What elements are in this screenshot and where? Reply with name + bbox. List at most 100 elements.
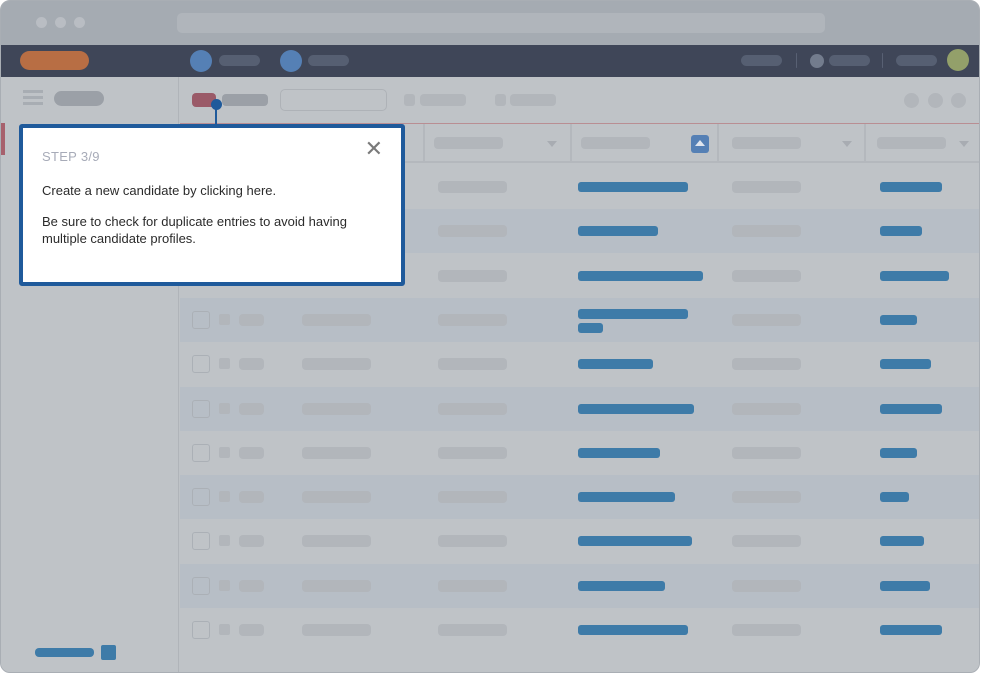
nav-icon[interactable]	[190, 50, 212, 72]
search-input[interactable]	[280, 89, 387, 111]
sidebar-footer-link[interactable]	[35, 648, 94, 657]
cell-link[interactable]	[578, 182, 688, 192]
nav-item[interactable]	[219, 55, 260, 66]
row-checkbox[interactable]	[192, 488, 210, 507]
create-candidate-button[interactable]	[192, 93, 216, 107]
nav-item[interactable]	[829, 55, 870, 66]
cell-link[interactable]	[880, 625, 942, 635]
cell-placeholder	[239, 579, 264, 592]
tooltip-step: STEP 3/9	[42, 149, 100, 164]
contact-icon[interactable]	[101, 645, 116, 660]
cell-placeholder	[239, 446, 264, 459]
cell-link[interactable]	[880, 492, 909, 503]
tooltip-connector	[215, 107, 217, 125]
filter-icon[interactable]	[495, 94, 506, 106]
table-row[interactable]	[180, 430, 979, 475]
row-checkbox[interactable]	[192, 532, 210, 551]
column-header[interactable]	[877, 137, 946, 149]
cell-link[interactable]	[578, 359, 653, 370]
active-indicator	[1, 123, 5, 155]
row-checkbox[interactable]	[192, 621, 210, 639]
cell-link[interactable]	[578, 536, 692, 547]
cell-link[interactable]	[880, 226, 922, 237]
table-row[interactable]	[180, 563, 979, 608]
nav-icon[interactable]	[280, 50, 302, 72]
cell-link[interactable]	[880, 182, 942, 192]
sort-ascending-icon[interactable]	[691, 135, 709, 153]
cell-link[interactable]	[578, 322, 603, 333]
table-row[interactable]	[180, 386, 979, 431]
action-icon[interactable]	[904, 93, 919, 108]
table-row[interactable]	[180, 608, 979, 652]
tooltip-anchor-dot	[211, 99, 222, 110]
sort-caret-icon[interactable]	[547, 141, 557, 147]
window-close-dot[interactable]	[36, 17, 47, 28]
filter-icon[interactable]	[404, 94, 415, 106]
filter-dropdown[interactable]	[510, 94, 556, 106]
cell-link[interactable]	[880, 536, 924, 547]
filter-dropdown[interactable]	[420, 94, 466, 106]
cell-placeholder	[438, 579, 507, 592]
row-checkbox[interactable]	[192, 576, 210, 595]
row-icon	[219, 535, 230, 547]
create-label	[222, 94, 268, 106]
close-icon[interactable]: ✕	[364, 136, 383, 161]
cell-link[interactable]	[578, 492, 675, 503]
divider	[882, 53, 883, 68]
cell-link[interactable]	[880, 270, 949, 281]
nav-item[interactable]	[896, 55, 937, 66]
cell-link[interactable]	[880, 447, 917, 458]
brand-logo[interactable]	[20, 51, 89, 70]
cell-link[interactable]	[880, 403, 942, 414]
table-row[interactable]	[180, 519, 979, 564]
table-row[interactable]	[180, 342, 979, 387]
row-checkbox[interactable]	[192, 399, 210, 418]
table-header	[180, 123, 979, 163]
row-checkbox[interactable]	[192, 443, 210, 462]
window-minimize-dot[interactable]	[55, 17, 66, 28]
nav-item[interactable]	[308, 55, 349, 66]
avatar[interactable]	[947, 49, 969, 71]
menu-icon[interactable]	[23, 90, 43, 105]
row-icon	[219, 402, 230, 414]
cell-placeholder	[438, 225, 507, 238]
cell-placeholder	[239, 358, 264, 371]
window-maximize-dot[interactable]	[74, 17, 85, 28]
cell-link[interactable]	[578, 226, 658, 237]
tooltip-line: Be sure to check for duplicate entries t…	[42, 214, 347, 246]
cell-placeholder	[732, 535, 801, 548]
table-row[interactable]	[180, 297, 979, 342]
row-checkbox[interactable]	[192, 310, 210, 329]
tooltip-line: Create a new candidate by clicking here.	[42, 183, 277, 198]
sort-caret-icon[interactable]	[842, 141, 852, 147]
column-header[interactable]	[434, 137, 503, 149]
cell-link[interactable]	[578, 580, 665, 591]
cell-link[interactable]	[880, 580, 930, 591]
table-row[interactable]	[180, 475, 979, 520]
column-divider	[864, 124, 866, 162]
nav-item[interactable]	[741, 55, 782, 66]
address-bar[interactable]	[177, 13, 825, 33]
column-header[interactable]	[581, 137, 650, 149]
cell-placeholder	[239, 402, 264, 415]
cell-placeholder	[438, 446, 507, 459]
cell-placeholder	[239, 624, 264, 636]
cell-placeholder	[438, 624, 507, 636]
cell-link[interactable]	[880, 359, 931, 370]
action-icon[interactable]	[951, 93, 966, 108]
cell-placeholder	[302, 579, 371, 592]
cell-link[interactable]	[578, 308, 688, 319]
cell-link[interactable]	[880, 314, 917, 325]
column-divider	[423, 124, 425, 162]
user-icon	[810, 54, 824, 68]
cell-link[interactable]	[578, 447, 660, 458]
row-checkbox[interactable]	[192, 355, 210, 374]
cell-link[interactable]	[578, 625, 688, 635]
cell-placeholder	[302, 402, 371, 415]
column-header[interactable]	[732, 137, 801, 149]
sort-caret-icon[interactable]	[959, 141, 969, 147]
action-icon[interactable]	[928, 93, 943, 108]
cell-link[interactable]	[578, 403, 694, 414]
cell-link[interactable]	[578, 270, 703, 281]
